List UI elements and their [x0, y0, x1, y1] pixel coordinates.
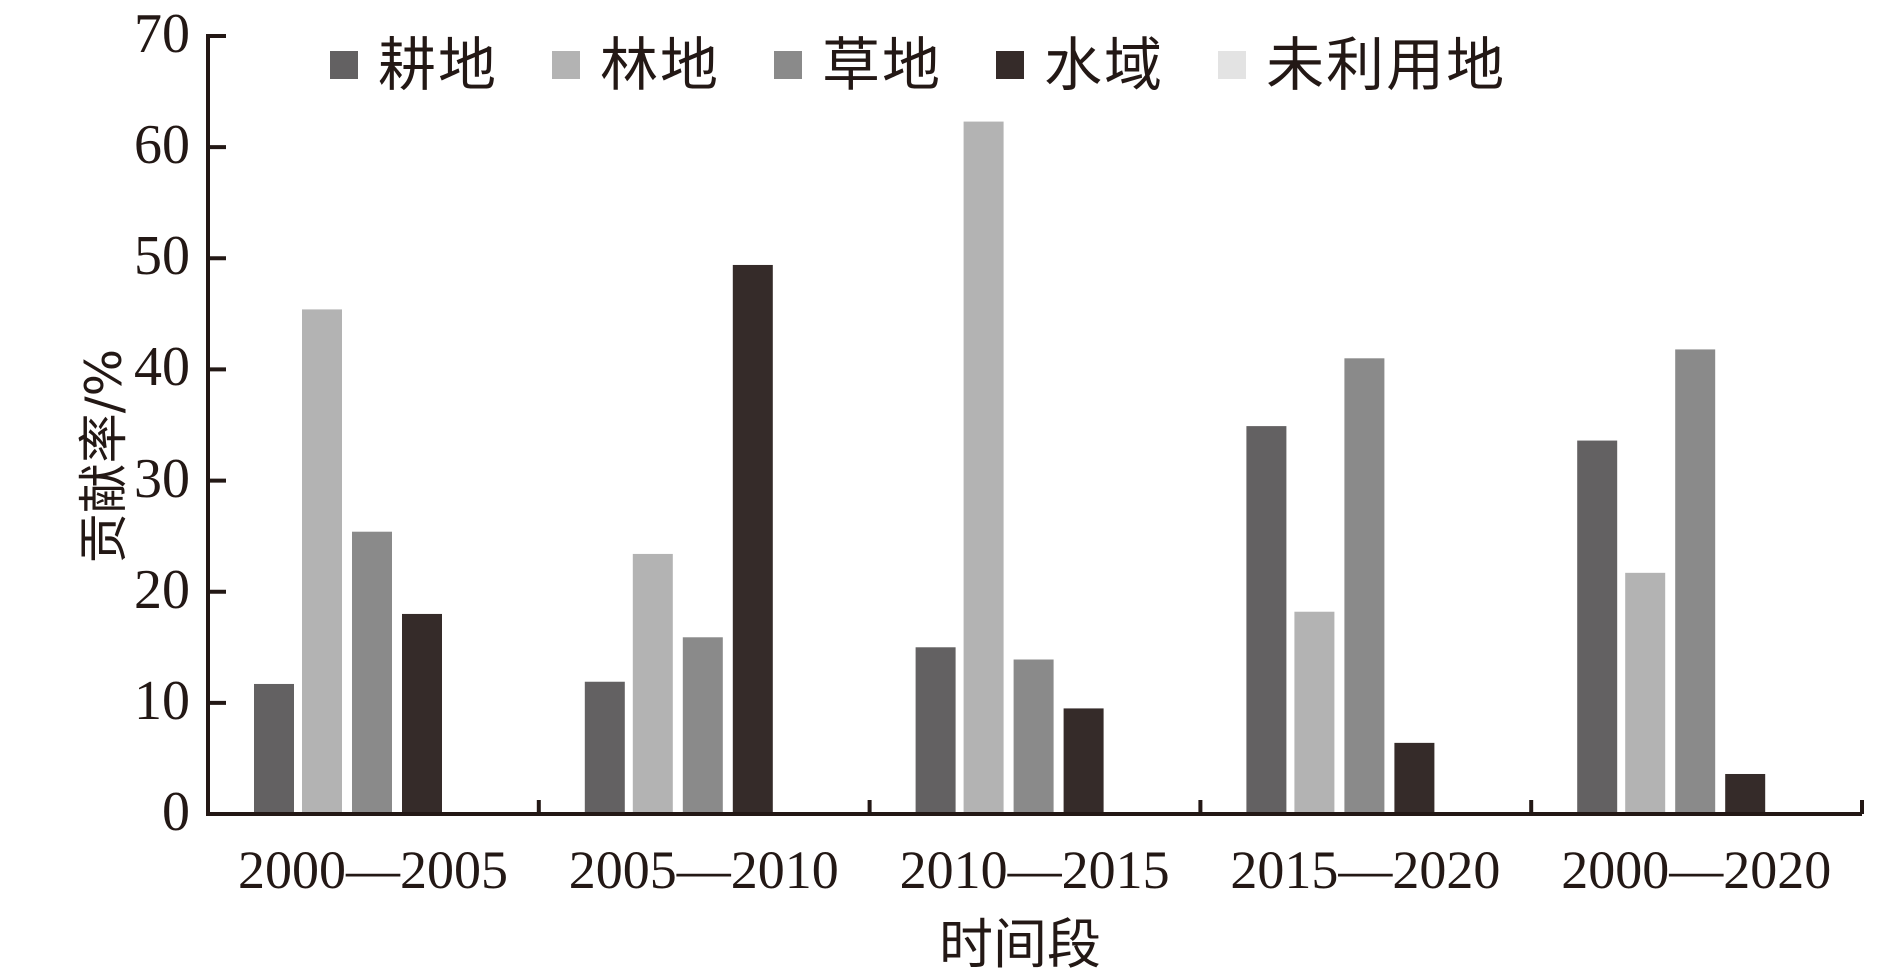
bar	[254, 683, 294, 814]
bar	[963, 121, 1004, 814]
bar	[1675, 349, 1716, 814]
legend-item-grassland: 草地	[774, 30, 942, 100]
y-axis-title: 贡献率/%	[75, 348, 133, 564]
legend-label: 水域	[1044, 31, 1165, 99]
y-tick-label: 10	[134, 669, 190, 732]
bar	[682, 637, 723, 814]
bar	[1725, 773, 1766, 814]
bar	[1394, 742, 1435, 814]
y-tick-label: 40	[134, 336, 190, 399]
y-tick-label: 50	[134, 225, 190, 288]
bar	[915, 647, 956, 814]
x-tick-label: 2015—2020	[1230, 840, 1501, 900]
x-tick-label: 2000—2020	[1561, 840, 1832, 900]
bar	[402, 613, 442, 814]
bar	[1063, 708, 1104, 814]
legend-label: 耕地	[378, 31, 499, 99]
y-tick-label: 60	[134, 114, 190, 177]
legend-swatch-icon	[996, 51, 1025, 79]
legend: 耕地 林地 草地 水域 未利用地	[330, 30, 1560, 100]
legend-label: 林地	[600, 31, 721, 99]
bar	[584, 681, 625, 814]
legend-label: 未利用地	[1266, 31, 1507, 99]
y-tick-label: 30	[134, 447, 190, 510]
legend-swatch-icon	[1218, 51, 1247, 79]
bar	[1577, 440, 1618, 814]
bar	[632, 553, 673, 814]
y-tick-label: 70	[134, 3, 190, 65]
legend-swatch-icon	[552, 51, 581, 79]
bar	[1344, 358, 1385, 814]
x-tick-label: 2010—2015	[899, 840, 1170, 900]
legend-swatch-icon	[774, 51, 803, 79]
y-tick-label: 0	[162, 781, 190, 843]
x-tick-label: 2005—2010	[568, 840, 839, 900]
x-axis-title: 时间段	[939, 913, 1101, 976]
legend-item-forest: 林地	[552, 30, 720, 100]
bar	[352, 531, 392, 814]
legend-item-water: 水域	[996, 30, 1164, 100]
bar	[302, 309, 342, 814]
legend-item-cropland: 耕地	[330, 30, 498, 100]
bar	[1294, 611, 1335, 814]
y-tick-label: 20	[134, 558, 190, 621]
bar	[1013, 659, 1054, 814]
x-tick-label: 2000—2005	[238, 840, 508, 900]
legend-swatch-icon	[330, 51, 358, 79]
bar	[1246, 426, 1287, 814]
bar	[732, 264, 773, 814]
legend-item-unused-land: 未利用地	[1218, 30, 1506, 100]
legend-label: 草地	[822, 31, 943, 99]
bar	[1625, 572, 1666, 814]
